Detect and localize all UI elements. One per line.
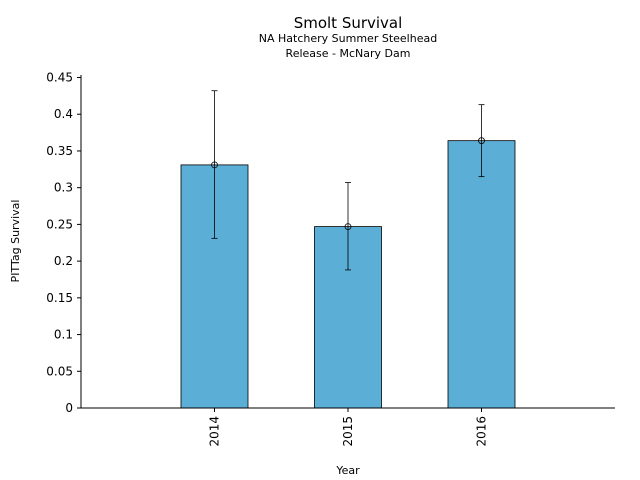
y-tick-label: 0.3	[54, 181, 73, 195]
y-tick-label: 0.15	[46, 291, 73, 305]
y-tick-label: 0.45	[46, 71, 73, 85]
chart-subtitle-line-1: NA Hatchery Summer Steelhead	[259, 32, 437, 45]
plot-area: 0 0.05 0.1 0.15 0.2 0.25 0.3 0.35 0.4 0.45 2014 201…	[46, 71, 516, 447]
x-tick-label: 2014	[208, 416, 222, 447]
bar	[447, 140, 516, 409]
y-tick-label: 0.1	[54, 328, 73, 342]
y-tick-label: 0.35	[46, 144, 73, 158]
y-tick-label: 0.4	[54, 107, 73, 121]
data-point-marker	[344, 223, 352, 230]
data-point-marker	[478, 137, 485, 145]
y-tick-label: 0.2	[54, 254, 73, 268]
y-tick-label: 0.25	[46, 217, 73, 231]
y-axis-label: PITTag Survival	[9, 200, 22, 283]
x-tick-label: 2015	[341, 416, 355, 447]
y-tick-label: 0	[65, 401, 73, 415]
x-tick-label: 2016	[475, 416, 489, 447]
x-axis-label: Year	[335, 464, 360, 477]
chart-subtitle-line-2: Release - McNary Dam	[286, 47, 411, 60]
data-point-marker	[211, 161, 218, 169]
y-tick-label: 0.05	[46, 364, 73, 378]
chart-title: Smolt Survival	[294, 14, 403, 32]
